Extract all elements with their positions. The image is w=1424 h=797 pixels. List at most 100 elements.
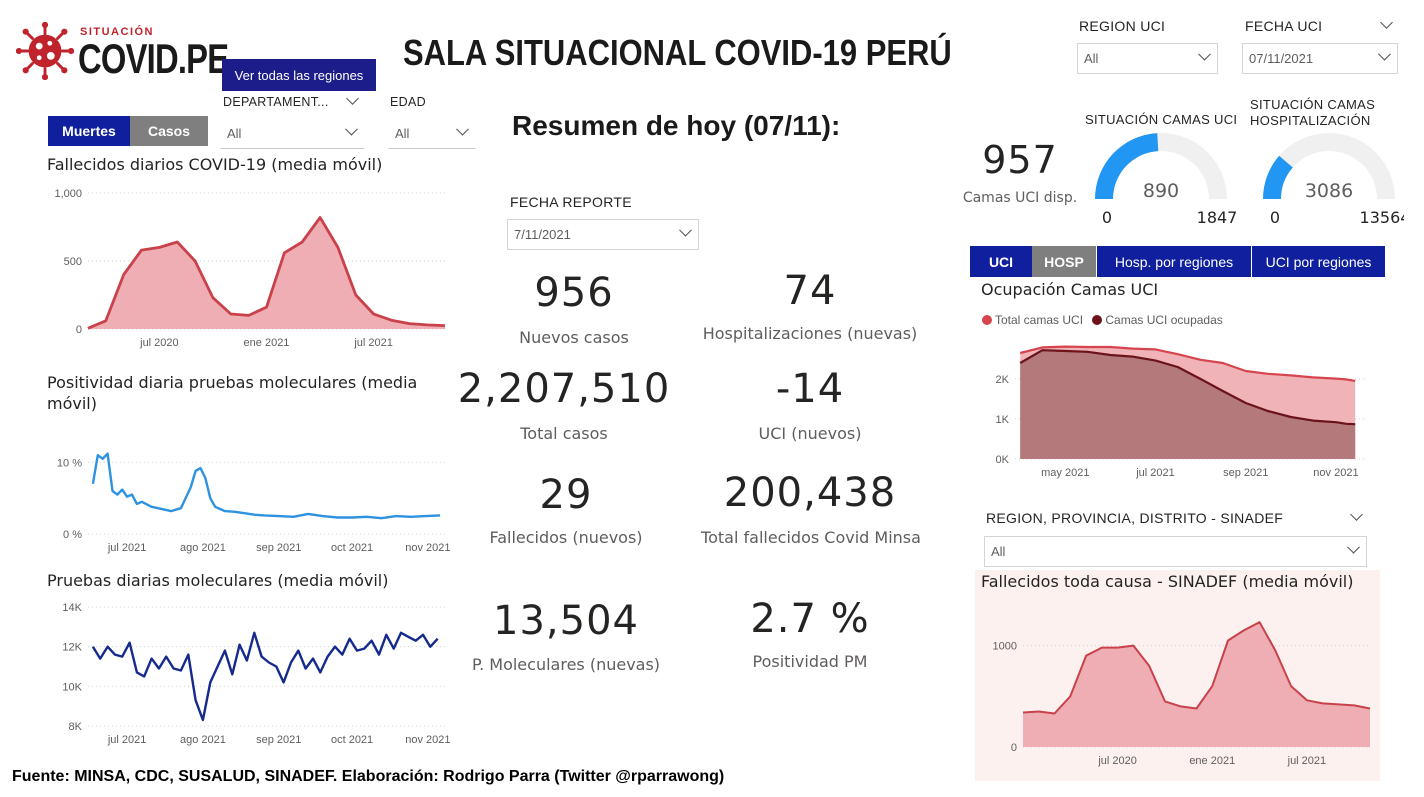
kpi-total-fallecidos-label: Total fallecidos Covid Minsa: [701, 528, 921, 547]
departamento-dropdown[interactable]: All: [220, 118, 365, 149]
ocupacion-chart: 0K 1K 2K may 2021 jul 2021 sep 2021 nov 2021: [996, 345, 1367, 479]
fecha-uci-value: 07/11/2021: [1249, 51, 1314, 66]
x-tick-label: ene 2021: [244, 337, 290, 349]
gauge-min-label: 0: [1270, 208, 1280, 227]
kpi-moleculares-label: P. Moleculares (nuevas): [471, 655, 661, 674]
legend-total-marker: [982, 315, 992, 325]
tab-uci[interactable]: UCI: [970, 246, 1032, 277]
y-tick-label: 0: [76, 324, 82, 336]
series-line: [91, 631, 439, 722]
y-tick-label: 14K: [62, 602, 82, 614]
gauge-uci-chart: 890 0 1847: [1095, 133, 1236, 227]
y-tick-label: 0K: [996, 454, 1010, 466]
fecha-reporte-value: 7/11/2021: [514, 227, 571, 242]
gauge-fill: [1095, 133, 1159, 199]
edad-value: All: [395, 126, 410, 141]
ocupacion-chart-title: Ocupación Camas UCI: [981, 280, 1159, 299]
gauge-value-label: 3086: [1305, 180, 1353, 202]
fecha-reporte-label: FECHA REPORTE: [510, 194, 632, 210]
logo-text: COVID.PE: [78, 35, 229, 82]
sinadef-filter-label: REGION, PROVINCIA, DISTRITO - SINADEF: [986, 510, 1284, 526]
ocupacion-legend: Total camas UCI Camas UCI ocupadas: [982, 313, 1223, 327]
uci-por-regiones-button[interactable]: UCI por regiones: [1252, 246, 1385, 277]
virus-logo-icon: [16, 22, 74, 80]
camas-uci-disp-value: 957: [982, 138, 1058, 182]
series-area: [1023, 622, 1370, 747]
y-tick-label: 10K: [62, 681, 82, 693]
fecha-uci-dropdown[interactable]: 07/11/2021: [1242, 43, 1398, 74]
y-tick-label: 10 %: [57, 457, 82, 469]
chevron-down-icon[interactable]: [346, 92, 359, 105]
chevron-down-icon: [1198, 47, 1211, 61]
sinadef-value: All: [991, 544, 1006, 559]
kpi-total-casos-value: 2,207,510: [457, 366, 671, 412]
y-tick-label: 8K: [69, 721, 83, 733]
kpi-hospitalizaciones-value: 74: [783, 268, 837, 314]
kpi-fallecidos-value: 29: [539, 472, 593, 518]
chevron-down-icon: [1378, 47, 1391, 61]
x-tick-label: ago 2021: [180, 734, 226, 746]
chevron-down-icon[interactable]: [1350, 508, 1363, 521]
x-tick-label: oct 2021: [331, 734, 373, 746]
x-tick-label: ago 2021: [180, 542, 226, 554]
region-uci-label: REGION UCI: [1079, 18, 1166, 34]
series-area: [88, 217, 445, 329]
fallecidos-chart-title: Fallecidos diarios COVID-19 (media móvil…: [47, 155, 383, 174]
legend-total-label: Total camas UCI: [995, 313, 1084, 327]
sinadef-chart-title: Fallecidos toda causa - SINADEF (media m…: [981, 572, 1354, 591]
x-tick-label: oct 2021: [331, 542, 373, 554]
y-tick-label: 1,000: [54, 188, 82, 200]
fecha-uci-label: FECHA UCI: [1245, 18, 1323, 34]
tab-casos[interactable]: Casos: [130, 116, 208, 146]
edad-filter-label: EDAD: [390, 95, 426, 109]
y-tick-label: 0: [1011, 742, 1017, 754]
series-line: [1019, 345, 1356, 383]
fecha-reporte-dropdown[interactable]: 7/11/2021: [507, 219, 699, 250]
edad-dropdown[interactable]: All: [388, 118, 476, 149]
x-tick-label: sep 2021: [1223, 467, 1268, 479]
gauge-value-label: 890: [1143, 180, 1179, 202]
kpi-nuevos-casos-label: Nuevos casos: [519, 328, 629, 347]
gauge-track: [1263, 133, 1395, 199]
series-line: [91, 452, 441, 520]
kpi-positividad-value: 2.7 %: [750, 596, 870, 642]
y-tick-label: 1000: [993, 641, 1017, 653]
view-all-regions-button[interactable]: Ver todas las regiones: [222, 59, 376, 91]
positividad-chart: 0 % 10 % jul 2021 ago 2021 sep 2021 oct 2021 n…: [57, 452, 450, 554]
x-tick-label: nov 2021: [405, 542, 450, 554]
x-tick-label: ene 2021: [1189, 755, 1235, 767]
gauge-max-label: 1847: [1197, 208, 1236, 227]
series-line: [1022, 621, 1371, 715]
x-tick-label: nov 2021: [1313, 467, 1358, 479]
sinadef-dropdown[interactable]: All: [984, 536, 1367, 567]
legend-ocupadas-label: Camas UCI ocupadas: [1105, 313, 1223, 327]
kpi-hospitalizaciones-label: Hospitalizaciones (nuevas): [702, 324, 918, 343]
pruebas-chart-title: Pruebas diarias moleculares (media móvil…: [47, 571, 389, 590]
y-tick-label: 0 %: [63, 529, 82, 541]
footer-source: Fuente: MINSA, CDC, SUSALUD, SINADEF. El…: [12, 768, 725, 785]
chevron-down-icon: [679, 223, 692, 237]
series-line: [1019, 349, 1356, 426]
x-tick-label: may 2021: [1041, 467, 1089, 479]
page-title: SALA SITUACIONAL COVID-19 PERÚ: [403, 32, 952, 73]
camas-uci-disp-label: Camas UCI disp.: [962, 190, 1078, 206]
gauge-hosp-chart: 3086 0 13564: [1263, 133, 1404, 227]
hosp-por-regiones-button[interactable]: Hosp. por regiones: [1097, 246, 1251, 277]
kpi-uci-value: -14: [775, 366, 845, 412]
kpi-total-casos-label: Total casos: [520, 424, 608, 443]
kpi-positividad-label: Positividad PM: [752, 652, 868, 671]
pruebas-chart: 8K 10K 12K 14K jul 2021 ago 2021 sep 2021 oct 2…: [62, 602, 450, 746]
gauge-hosp-title: SITUACIÓN CAMAS HOSPITALIZACIÓN: [1250, 97, 1376, 128]
tab-muertes[interactable]: Muertes: [48, 116, 130, 146]
legend-ocupadas-marker: [1092, 315, 1103, 325]
gauge-min-label: 0: [1102, 208, 1112, 227]
chevron-down-icon[interactable]: [1380, 16, 1393, 29]
chevron-down-icon: [456, 122, 469, 136]
x-tick-label: jul 2021: [1287, 755, 1327, 767]
series-area: [1020, 350, 1356, 459]
tab-hosp[interactable]: HOSP: [1032, 246, 1096, 277]
x-tick-label: jul 2020: [1097, 755, 1137, 767]
region-uci-dropdown[interactable]: All: [1077, 43, 1218, 74]
x-tick-label: jul 2021: [353, 337, 393, 349]
departamento-value: All: [227, 126, 242, 141]
